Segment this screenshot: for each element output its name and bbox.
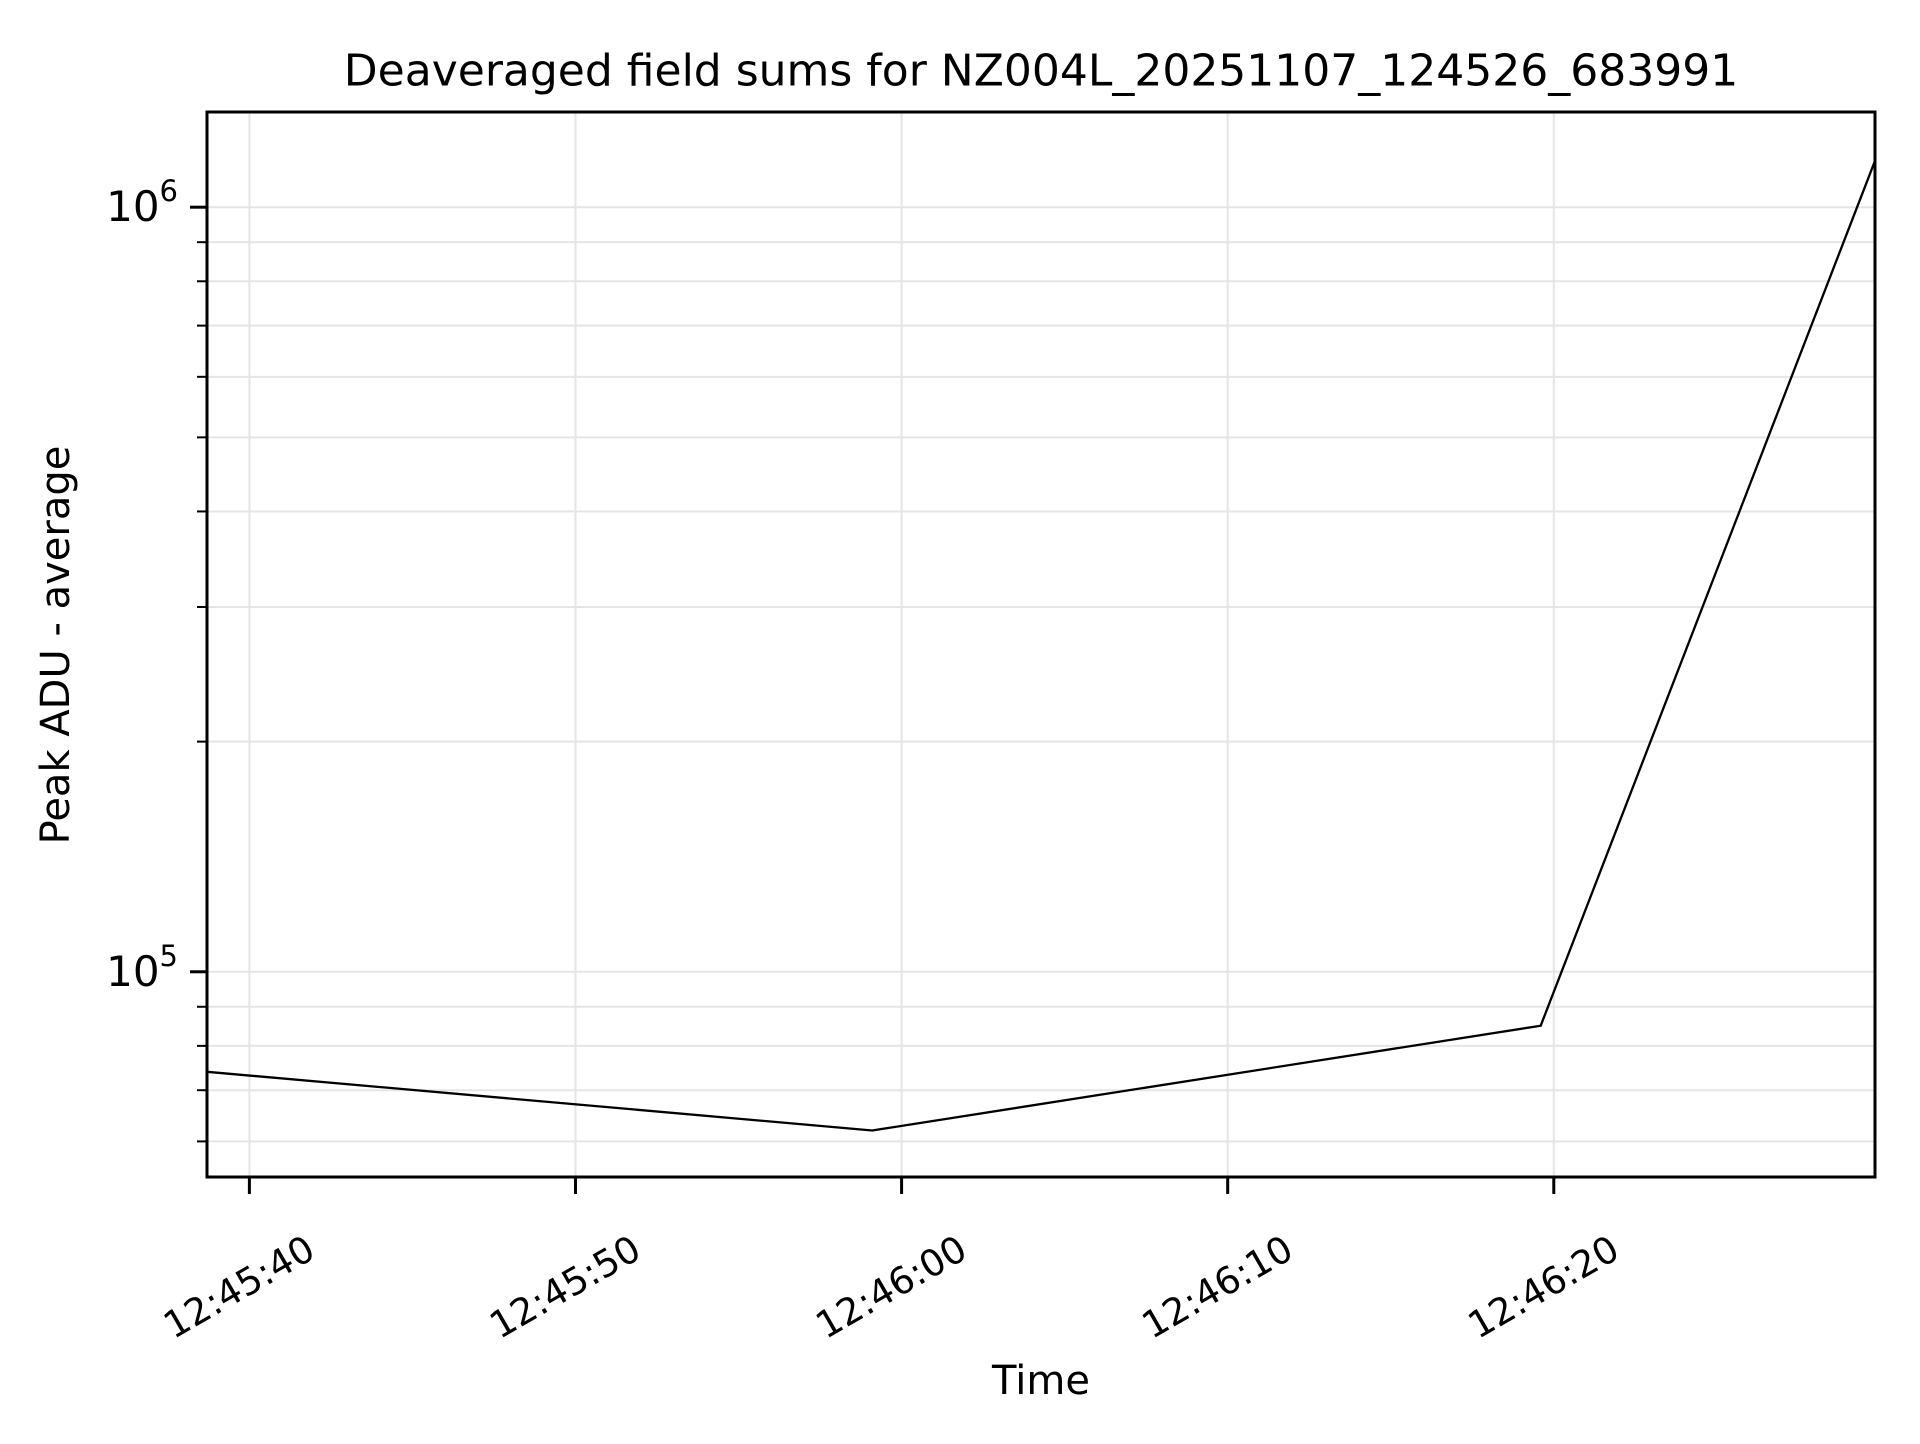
y-axis-label: Peak ADU - average bbox=[33, 445, 79, 845]
axes-spines bbox=[205, 110, 1877, 1179]
chart-title: Deaveraged field sums for NZ004L_2025110… bbox=[343, 45, 1739, 97]
x-tick-label: 12:46:10 bbox=[1135, 1227, 1300, 1347]
x-axis-label: Time bbox=[992, 1358, 1090, 1404]
x-tick-label: 12:46:00 bbox=[809, 1227, 974, 1347]
data-line bbox=[206, 160, 1877, 1132]
y-tick-label: 105 bbox=[106, 939, 178, 996]
x-tick-label: 12:45:40 bbox=[156, 1227, 321, 1347]
y-tick-label: 106 bbox=[106, 174, 178, 231]
x-tick-label: 12:46:20 bbox=[1461, 1227, 1626, 1347]
x-tick-label: 12:45:50 bbox=[483, 1227, 648, 1347]
